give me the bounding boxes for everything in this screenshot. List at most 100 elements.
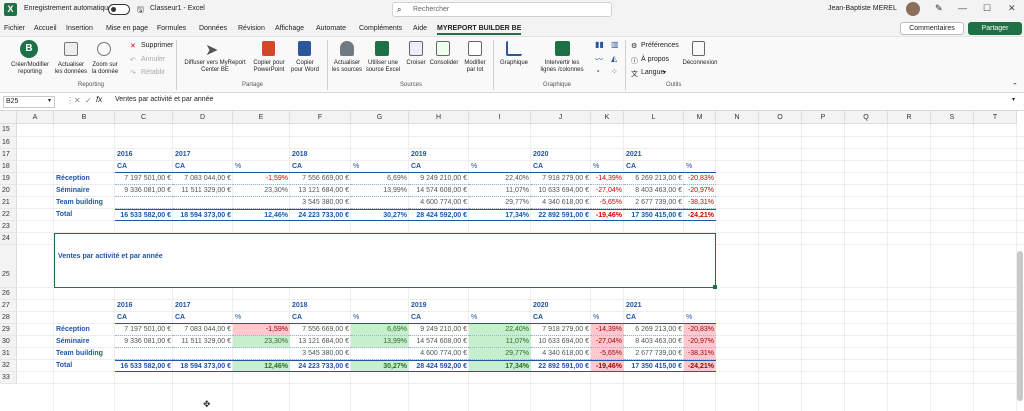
create-reporting-button[interactable]: Créer/Modifier reporting — [10, 62, 49, 75]
pct-cell[interactable] — [233, 348, 290, 360]
column-header[interactable]: E — [233, 111, 290, 124]
pie-chart-icon[interactable]: ◔ — [595, 67, 600, 76]
row-header[interactable]: 21 — [0, 197, 17, 209]
pct-cell[interactable]: -14,39% — [591, 324, 624, 336]
tab-affichage[interactable]: Affichage — [275, 25, 305, 32]
value-cell[interactable]: 16 533 582,00 € — [115, 209, 173, 221]
row-header[interactable]: 20 — [0, 185, 17, 197]
pen-icon[interactable]: ✎ — [935, 3, 943, 13]
value-cell[interactable]: 3 545 380,00 € — [290, 348, 351, 360]
swap-rows-columns-button[interactable]: Intervertir les lignes /colonnes — [540, 60, 584, 73]
save-icon[interactable]: 🖫 — [137, 5, 144, 14]
value-cell[interactable]: 14 574 608,00 € — [409, 185, 469, 197]
copy-word-button[interactable]: Copier pour Word — [291, 60, 319, 73]
area-chart-icon[interactable]: ◭ — [611, 54, 618, 63]
tab-fichier[interactable]: Fichier — [4, 25, 26, 32]
language-button[interactable]: Langue — [641, 69, 665, 76]
value-cell[interactable]: 2 677 739,00 € — [624, 197, 684, 209]
pct-cell[interactable]: 22,40% — [469, 324, 531, 336]
value-cell[interactable]: 7 556 669,00 € — [290, 173, 351, 185]
logout-button[interactable]: Déconnexion — [682, 60, 718, 66]
tab-automate[interactable]: Automate — [316, 25, 346, 32]
column-header[interactable]: J — [531, 111, 591, 124]
column-header[interactable]: F — [290, 111, 351, 124]
merged-title-cell[interactable] — [54, 233, 716, 288]
pct-cell[interactable]: -20,97% — [684, 336, 716, 348]
pct-cell[interactable] — [233, 197, 290, 209]
column-chart-icon[interactable]: ▥ — [611, 40, 619, 49]
column-header[interactable]: D — [173, 111, 233, 124]
column-header[interactable]: S — [931, 111, 974, 124]
value-cell[interactable]: 13 121 684,00 € — [290, 336, 351, 348]
value-cell[interactable]: 3 545 380,00 € — [290, 197, 351, 209]
value-cell[interactable]: 14 574 608,00 € — [409, 336, 469, 348]
pct-cell[interactable]: 11,07% — [469, 336, 531, 348]
consolider-button[interactable]: Consolider — [429, 60, 459, 66]
value-cell[interactable]: 4 340 618,00 € — [531, 197, 591, 209]
line-chart-icon[interactable]: 〰 — [595, 55, 603, 64]
formula-input[interactable]: Ventes par activité et par année — [115, 96, 214, 103]
column-header[interactable]: G — [351, 111, 409, 124]
value-cell[interactable]: 24 223 733,00 € — [290, 360, 351, 372]
row-header[interactable]: 27 — [0, 300, 17, 312]
scatter-chart-icon[interactable]: ⁘ — [611, 67, 618, 76]
undo-button[interactable]: Annuler — [141, 56, 166, 63]
refresh-data-button[interactable]: Actualiser les données — [54, 62, 88, 75]
avatar[interactable] — [906, 2, 920, 16]
value-cell[interactable]: 10 633 694,00 € — [531, 185, 591, 197]
bar-chart-icon[interactable]: ▮▮ — [595, 40, 604, 49]
preferences-button[interactable]: Préférences — [641, 42, 679, 49]
value-cell[interactable]: 16 533 582,00 € — [115, 360, 173, 372]
row-header[interactable]: 25 — [0, 245, 17, 288]
value-cell[interactable]: 10 633 694,00 € — [531, 336, 591, 348]
value-cell[interactable]: 4 600 774,00 € — [409, 348, 469, 360]
column-header[interactable]: K — [591, 111, 624, 124]
cancel-icon[interactable]: ✕ — [74, 96, 81, 105]
search-input[interactable]: ⌕ Rechercher — [392, 2, 612, 17]
pct-cell[interactable]: -27,04% — [591, 336, 624, 348]
pct-cell[interactable]: -20,83% — [684, 324, 716, 336]
tab-formules[interactable]: Formules — [157, 25, 187, 32]
collapse-ribbon-icon[interactable]: ⌃ — [1012, 83, 1018, 90]
tab-mise-en-page[interactable]: Mise en page — [106, 25, 149, 32]
pct-cell[interactable]: 30,27% — [351, 360, 409, 372]
pct-cell[interactable]: -5,65% — [591, 197, 624, 209]
excel-source-button[interactable]: Utiliser une source Excel — [365, 60, 401, 73]
column-header[interactable]: P — [802, 111, 845, 124]
row-header[interactable]: 18 — [0, 161, 17, 173]
row-header[interactable]: 26 — [0, 288, 17, 300]
pct-cell[interactable]: 13,99% — [351, 185, 409, 197]
expand-formula-icon[interactable]: ▾ — [1012, 97, 1016, 103]
value-cell[interactable]: 17 350 415,00 € — [624, 360, 684, 372]
pct-cell[interactable]: 11,07% — [469, 185, 531, 197]
row-header[interactable]: 22 — [0, 209, 17, 221]
value-cell[interactable]: 28 424 592,00 € — [409, 209, 469, 221]
column-header[interactable]: I — [469, 111, 531, 124]
pct-cell[interactable]: 30,27% — [351, 209, 409, 221]
row-header[interactable]: 31 — [0, 348, 17, 360]
value-cell[interactable]: 6 269 213,00 € — [624, 324, 684, 336]
value-cell[interactable]: 7 197 501,00 € — [115, 324, 173, 336]
pct-cell[interactable]: -1,59% — [233, 173, 290, 185]
row-header[interactable]: 29 — [0, 324, 17, 336]
value-cell[interactable]: 17 350 415,00 € — [624, 209, 684, 221]
pct-cell[interactable]: -27,04% — [591, 185, 624, 197]
share-button[interactable]: Partager — [968, 22, 1022, 35]
column-header[interactable]: R — [888, 111, 931, 124]
column-header[interactable]: Q — [845, 111, 888, 124]
pct-cell[interactable]: 29,77% — [469, 197, 531, 209]
pct-cell[interactable]: 23,30% — [233, 336, 290, 348]
column-header[interactable]: C — [115, 111, 173, 124]
value-cell[interactable] — [115, 348, 173, 360]
value-cell[interactable] — [173, 348, 233, 360]
value-cell[interactable]: 28 424 592,00 € — [409, 360, 469, 372]
value-cell[interactable]: 8 403 463,00 € — [624, 336, 684, 348]
redo-button[interactable]: Rétablir — [141, 69, 166, 76]
pct-cell[interactable]: 22,40% — [469, 173, 531, 185]
value-cell[interactable]: 7 083 044,00 € — [173, 324, 233, 336]
pct-cell[interactable]: 6,69% — [351, 173, 409, 185]
minimize-icon[interactable]: — — [958, 3, 967, 13]
pct-cell[interactable]: 29,77% — [469, 348, 531, 360]
column-header[interactable]: A — [17, 111, 54, 124]
zoom-data-button[interactable]: Zoom sur la donnée — [91, 62, 119, 75]
